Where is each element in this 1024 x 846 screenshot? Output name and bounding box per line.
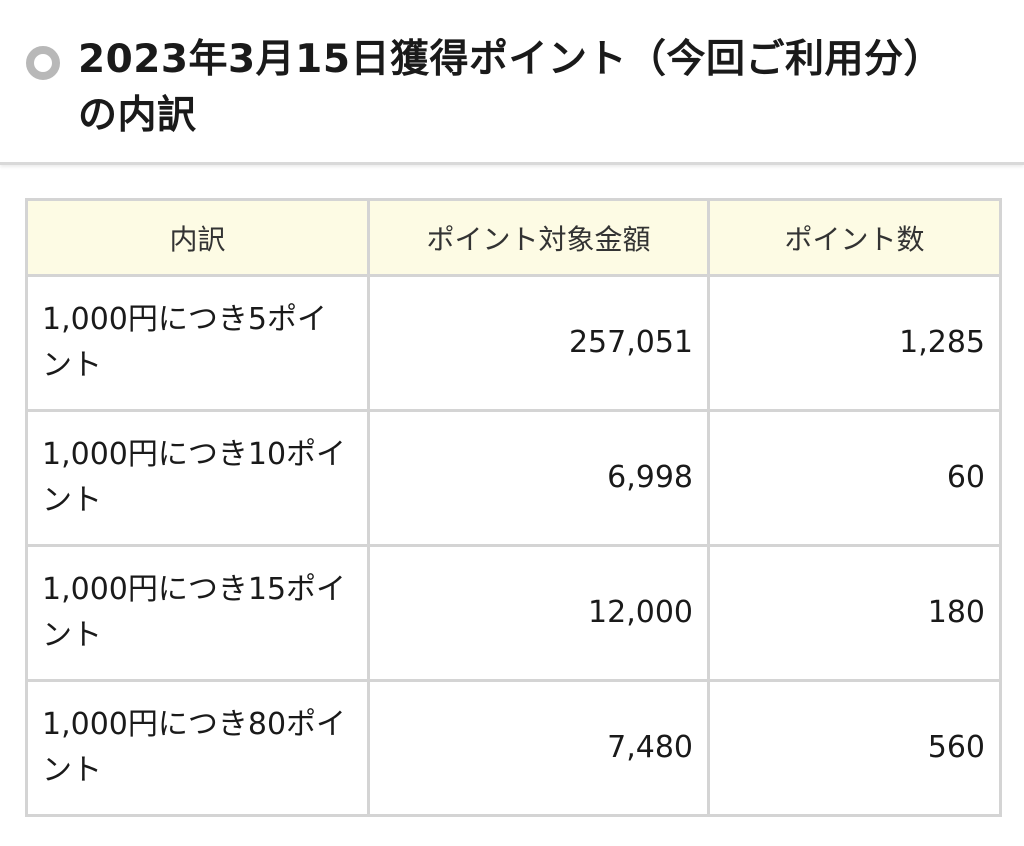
circle-bullet-icon (26, 46, 60, 80)
target-amount-cell: 6,998 (367, 409, 710, 547)
points-cell: 60 (707, 409, 1002, 547)
points-breakdown-table: 内訳 ポイント対象金額 ポイント数 1,000円につき5ポイント 257,051… (25, 198, 1002, 817)
points-cell: 1,285 (707, 274, 1002, 412)
column-header-target-amount: ポイント対象金額 (367, 198, 710, 277)
table-row: 1,000円につき10ポイント 6,998 60 (25, 409, 1002, 547)
column-header-breakdown: 内訳 (25, 198, 370, 277)
points-cell: 180 (707, 544, 1002, 682)
target-amount-cell: 12,000 (367, 544, 710, 682)
breakdown-cell: 1,000円につき15ポイント (25, 544, 370, 682)
table-header-row: 内訳 ポイント対象金額 ポイント数 (25, 198, 1002, 277)
target-amount-cell: 257,051 (367, 274, 710, 412)
points-cell: 560 (707, 679, 1002, 817)
breakdown-cell: 1,000円につき80ポイント (25, 679, 370, 817)
table-row: 1,000円につき80ポイント 7,480 560 (25, 679, 1002, 817)
breakdown-cell: 1,000円につき5ポイント (25, 274, 370, 412)
page-title: 2023年3月15日獲得ポイント（今回ご利用分）の内訳 (78, 37, 943, 138)
table-row: 1,000円につき5ポイント 257,051 1,285 (25, 274, 1002, 412)
table-row: 1,000円につき15ポイント 12,000 180 (25, 544, 1002, 682)
target-amount-cell: 7,480 (367, 679, 710, 817)
column-header-points: ポイント数 (707, 198, 1002, 277)
page-header: 2023年3月15日獲得ポイント（今回ご利用分）の内訳 (0, 0, 1024, 165)
breakdown-cell: 1,000円につき10ポイント (25, 409, 370, 547)
